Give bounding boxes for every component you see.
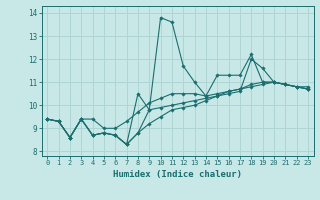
X-axis label: Humidex (Indice chaleur): Humidex (Indice chaleur) [113,170,242,179]
